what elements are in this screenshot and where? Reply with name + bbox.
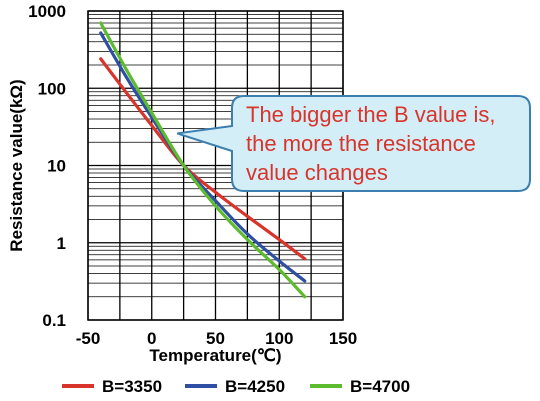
y-tick-label: 0.1 (42, 311, 66, 330)
legend-label: B=3350 (102, 377, 162, 396)
y-tick-label: 1000 (28, 2, 66, 21)
legend-label: B=4700 (350, 377, 410, 396)
series-line-b=3350 (99, 57, 307, 261)
callout-text-line-2: the more the resistance (246, 131, 476, 156)
x-tick-label: 0 (147, 329, 156, 348)
series-lines (99, 21, 307, 299)
x-tick-label: 50 (206, 329, 225, 348)
annotation-callout: The bigger the B value is, the more the … (176, 95, 531, 192)
callout-text-line-3: value changes (246, 160, 388, 185)
y-tick-label: 10 (47, 157, 66, 176)
y-tick-label: 100 (38, 79, 66, 98)
callout-bubble (176, 95, 531, 192)
legend-item-b=3350: B=3350 (62, 377, 162, 396)
tick-labels: 0.1 1 10 100 1000 -50 0 50 100 150 (28, 2, 357, 348)
series-line-b=4250 (99, 31, 307, 283)
y-axis-title: Resistance value(kΩ) (7, 79, 26, 251)
x-tick-label: 150 (329, 329, 357, 348)
x-tick-label: -50 (76, 329, 101, 348)
callout-text-line-1: The bigger the B value is, (246, 102, 495, 127)
y-tick-label: 1 (57, 234, 66, 253)
legend-label: B=4250 (225, 377, 285, 396)
legend-item-b=4250: B=4250 (185, 377, 285, 396)
x-tick-label: 100 (265, 329, 293, 348)
legend: B=3350 B=4250 B=4700 (62, 377, 410, 396)
x-axis-title: Temperature(℃) (149, 346, 281, 365)
series-line-b=4700 (99, 21, 307, 299)
legend-item-b=4700: B=4700 (310, 377, 410, 396)
